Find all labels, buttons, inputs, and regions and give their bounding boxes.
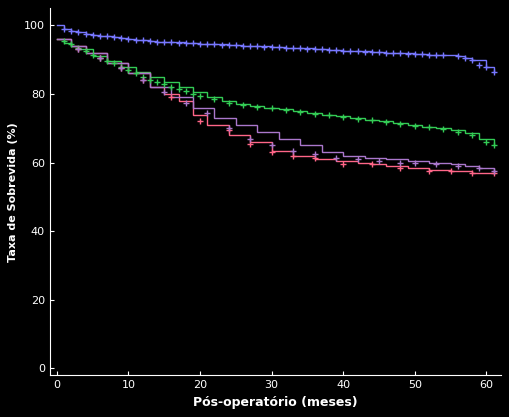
Y-axis label: Taxa de Sobrevida (%): Taxa de Sobrevida (%) <box>8 122 18 261</box>
X-axis label: Pós-operatório (meses): Pós-operatório (meses) <box>193 396 357 409</box>
